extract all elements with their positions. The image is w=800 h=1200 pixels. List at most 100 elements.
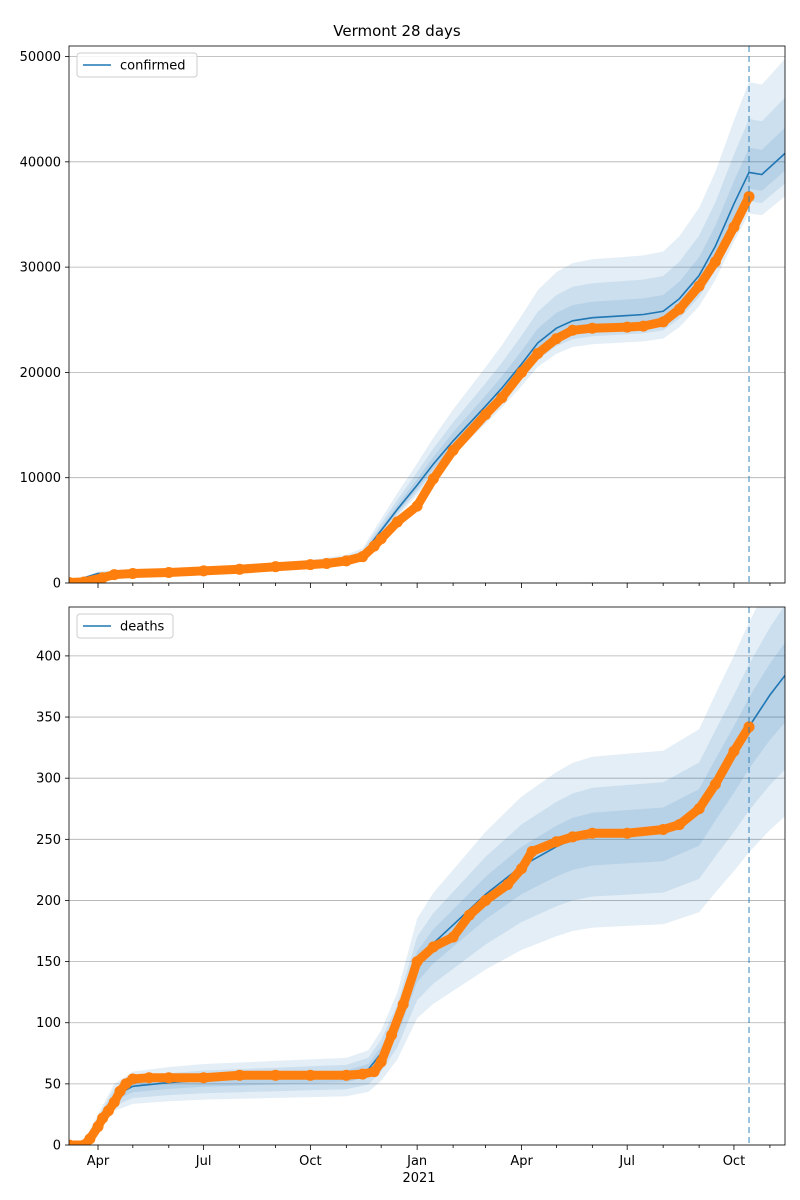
year-label: 2021 bbox=[402, 1171, 435, 1186]
observed-point bbox=[709, 778, 721, 790]
observed-point bbox=[375, 533, 387, 545]
observed-point bbox=[480, 409, 492, 421]
observed-point bbox=[567, 324, 579, 336]
observed-point bbox=[463, 909, 475, 921]
observed-point bbox=[97, 572, 109, 583]
observed-point bbox=[526, 846, 538, 858]
legend-label: confirmed bbox=[120, 59, 186, 74]
figure-title: Vermont 28 days bbox=[333, 22, 461, 40]
observed-point bbox=[637, 320, 649, 332]
x-tick-label: Jul bbox=[195, 1154, 212, 1169]
observed-point bbox=[480, 894, 492, 906]
observed-point bbox=[340, 1069, 352, 1081]
uncertainty-band-middle bbox=[69, 607, 785, 1145]
y-tick-label: 10000 bbox=[20, 471, 61, 486]
y-tick-label: 50 bbox=[44, 1077, 61, 1092]
uncertainty-band-outer bbox=[69, 58, 785, 583]
observed-point bbox=[621, 827, 633, 839]
observed-point bbox=[92, 1121, 104, 1133]
observed-point bbox=[657, 824, 669, 836]
legend-box bbox=[76, 52, 198, 78]
observed-point bbox=[198, 1072, 210, 1084]
observed-point bbox=[657, 316, 669, 328]
observed-point bbox=[375, 1056, 387, 1068]
observed-point bbox=[386, 1029, 398, 1041]
observed-trace bbox=[69, 722, 754, 1145]
observed-point bbox=[108, 569, 120, 581]
observed-point bbox=[321, 558, 333, 570]
x-tick-label: Jul bbox=[618, 1154, 635, 1169]
observed-point bbox=[102, 1105, 114, 1117]
observed-point bbox=[516, 863, 528, 875]
observed-point bbox=[97, 1112, 109, 1124]
x-tick-label: Apr bbox=[510, 1154, 533, 1169]
observed-point bbox=[550, 836, 562, 848]
y-tick-label: 20000 bbox=[20, 366, 61, 381]
x-tick-label: Apr bbox=[87, 1154, 110, 1169]
observed-point bbox=[728, 221, 740, 233]
observed-point bbox=[368, 540, 380, 552]
x-tick-label: Oct bbox=[299, 1154, 321, 1169]
legend: deaths bbox=[76, 613, 174, 639]
observed-point bbox=[78, 576, 90, 583]
y-tick-label: 0 bbox=[53, 1139, 61, 1154]
y-tick-label: 150 bbox=[36, 955, 61, 970]
x-tick-label: Jan bbox=[406, 1154, 427, 1169]
observed-point bbox=[427, 473, 439, 485]
observed-point bbox=[496, 392, 508, 404]
legend-box bbox=[76, 613, 174, 639]
y-tick-label: 40000 bbox=[20, 155, 61, 170]
observed-point bbox=[234, 563, 246, 575]
observed-point bbox=[411, 500, 423, 512]
observed-point bbox=[427, 941, 439, 953]
y-tick-label: 200 bbox=[36, 894, 61, 909]
observed-point bbox=[127, 1073, 139, 1085]
observed-point bbox=[693, 280, 705, 292]
observed-point bbox=[693, 803, 705, 815]
observed-point bbox=[411, 956, 423, 968]
observed-point bbox=[447, 931, 459, 943]
observed-point bbox=[728, 745, 740, 757]
uncertainty-band-outer bbox=[69, 607, 785, 1145]
observed-point bbox=[397, 998, 409, 1010]
observed-point bbox=[340, 555, 352, 567]
y-tick-label: 300 bbox=[36, 772, 61, 787]
observed-point bbox=[234, 1069, 246, 1081]
y-tick-label: 50000 bbox=[20, 50, 61, 65]
observed-point bbox=[163, 566, 175, 578]
plot-area bbox=[69, 58, 785, 583]
observed-point bbox=[143, 1072, 155, 1084]
y-tick-label: 100 bbox=[36, 1016, 61, 1031]
x-tick-label: Oct bbox=[723, 1154, 745, 1169]
observed-point bbox=[304, 559, 316, 571]
observed-point bbox=[114, 1085, 126, 1097]
observed-point bbox=[357, 1068, 369, 1080]
legend-label: deaths bbox=[120, 620, 165, 635]
observed-point bbox=[368, 1066, 380, 1078]
legend: confirmed bbox=[76, 52, 198, 78]
observed-point bbox=[447, 444, 459, 456]
observed-point bbox=[550, 333, 562, 345]
observed-point bbox=[69, 1139, 75, 1145]
observed-point bbox=[108, 1096, 120, 1108]
deaths-panel: 0 50 100 150 200 250 300 350 400 Apr Jul Oct Jan Apr J… bbox=[36, 606, 786, 1169]
plot-area bbox=[69, 607, 785, 1145]
observed-point bbox=[304, 1069, 316, 1081]
observed-point bbox=[502, 879, 514, 891]
confirmed-panel: 0 10000 20000 30000 40000 50000 confirmed bbox=[20, 45, 786, 592]
observed-point bbox=[127, 568, 139, 580]
observed-point bbox=[621, 321, 633, 333]
y-tick-label: 0 bbox=[53, 577, 61, 592]
observed-point bbox=[198, 565, 210, 577]
observed-point bbox=[391, 516, 403, 528]
observed-point bbox=[673, 819, 685, 831]
observed-point bbox=[270, 561, 282, 573]
observed-point bbox=[743, 721, 755, 733]
y-tick-label: 350 bbox=[36, 711, 61, 726]
y-tick-label: 30000 bbox=[20, 261, 61, 276]
observed-point bbox=[516, 366, 528, 378]
observed-point bbox=[270, 1069, 282, 1081]
y-tick-label: 400 bbox=[36, 649, 61, 664]
observed-point bbox=[69, 576, 75, 583]
